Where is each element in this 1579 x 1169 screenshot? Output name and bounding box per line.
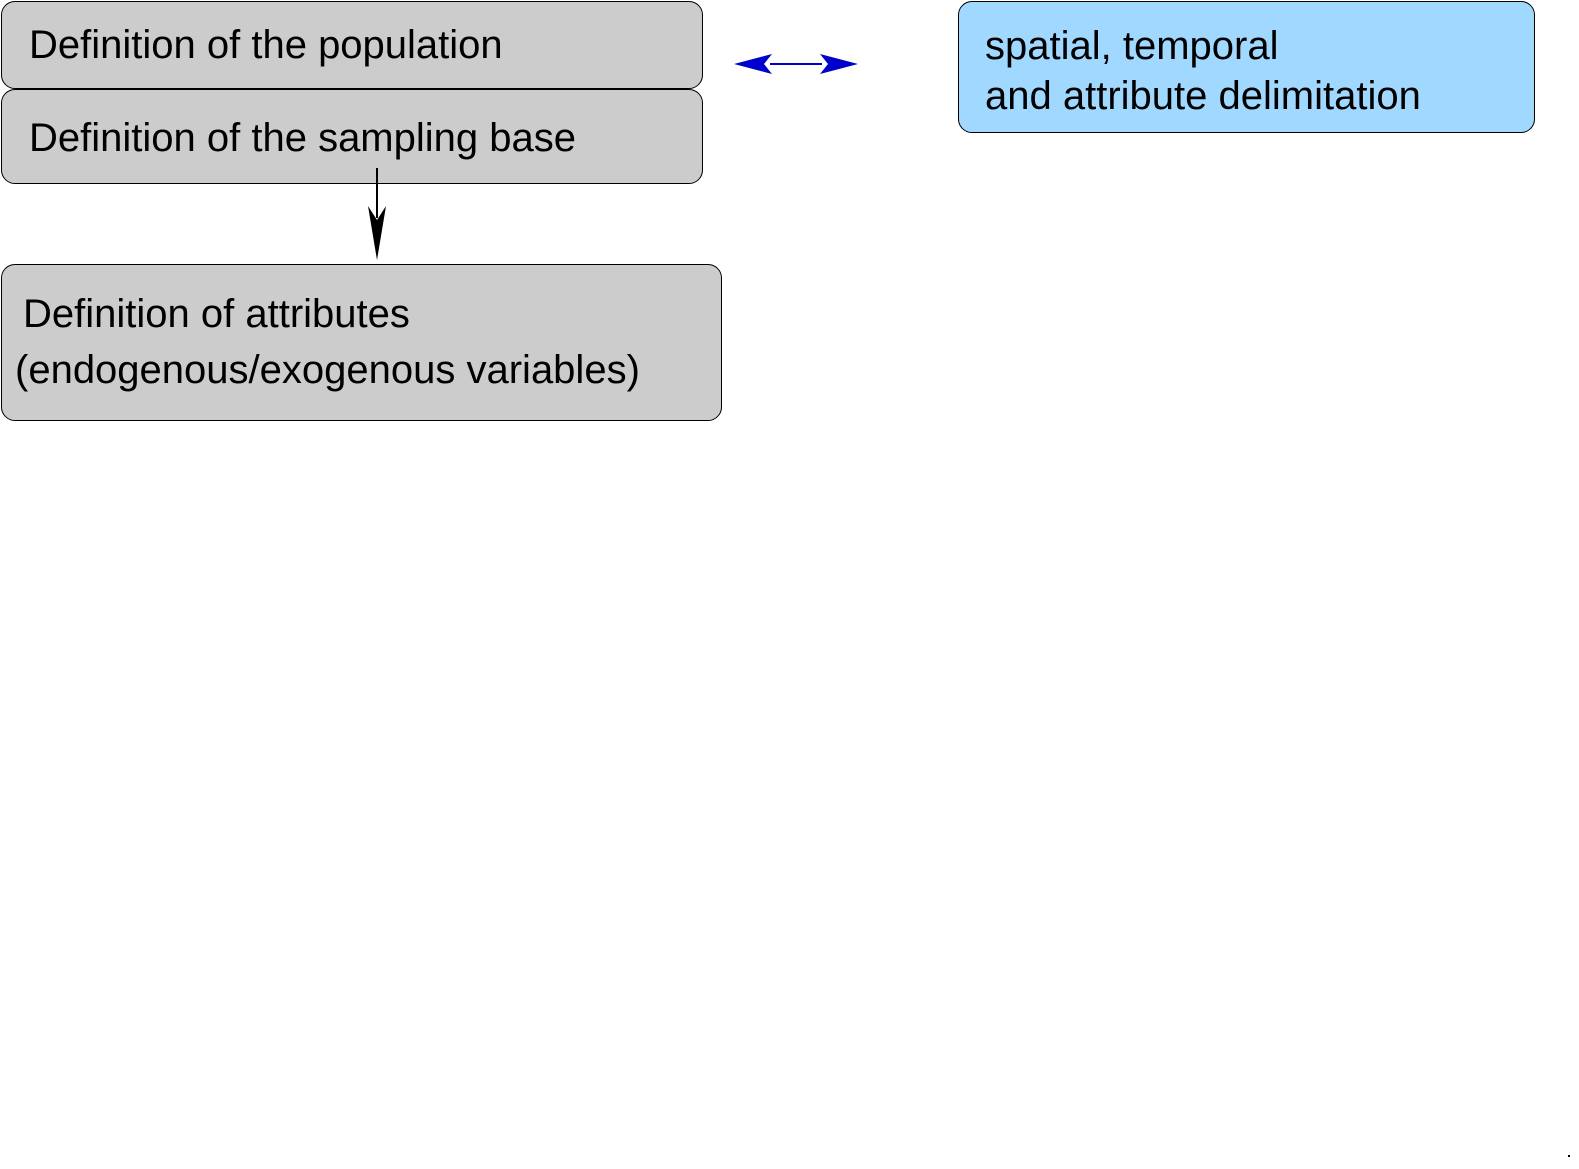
sampling-base-definition-label: Definition of the sampling base	[29, 116, 576, 160]
double-arrow-right-head	[820, 54, 858, 74]
delimitation-label-line-1: spatial, temporal	[985, 24, 1279, 68]
delimitation-box: spatial, temporal and attribute delimita…	[958, 1, 1535, 133]
arrow-head	[368, 206, 386, 260]
sampling-to-attributes-arrow	[368, 168, 386, 260]
population-definition-label: Definition of the population	[29, 23, 503, 67]
corner-dot-mark	[1568, 1155, 1570, 1157]
double-arrow-left-head	[734, 54, 772, 74]
delimitation-label-line-2: and attribute delimitation	[985, 74, 1421, 118]
population-definition-box: Definition of the population	[1, 1, 703, 89]
attributes-definition-label: Definition of attributes	[23, 292, 410, 336]
attributes-definition-box: Definition of attributes (endogenous/exo…	[1, 264, 722, 421]
attributes-variables-label: (endogenous/exogenous variables)	[15, 348, 640, 392]
population-delimitation-double-arrow	[734, 54, 858, 74]
sampling-base-definition-box: Definition of the sampling base	[1, 89, 703, 184]
